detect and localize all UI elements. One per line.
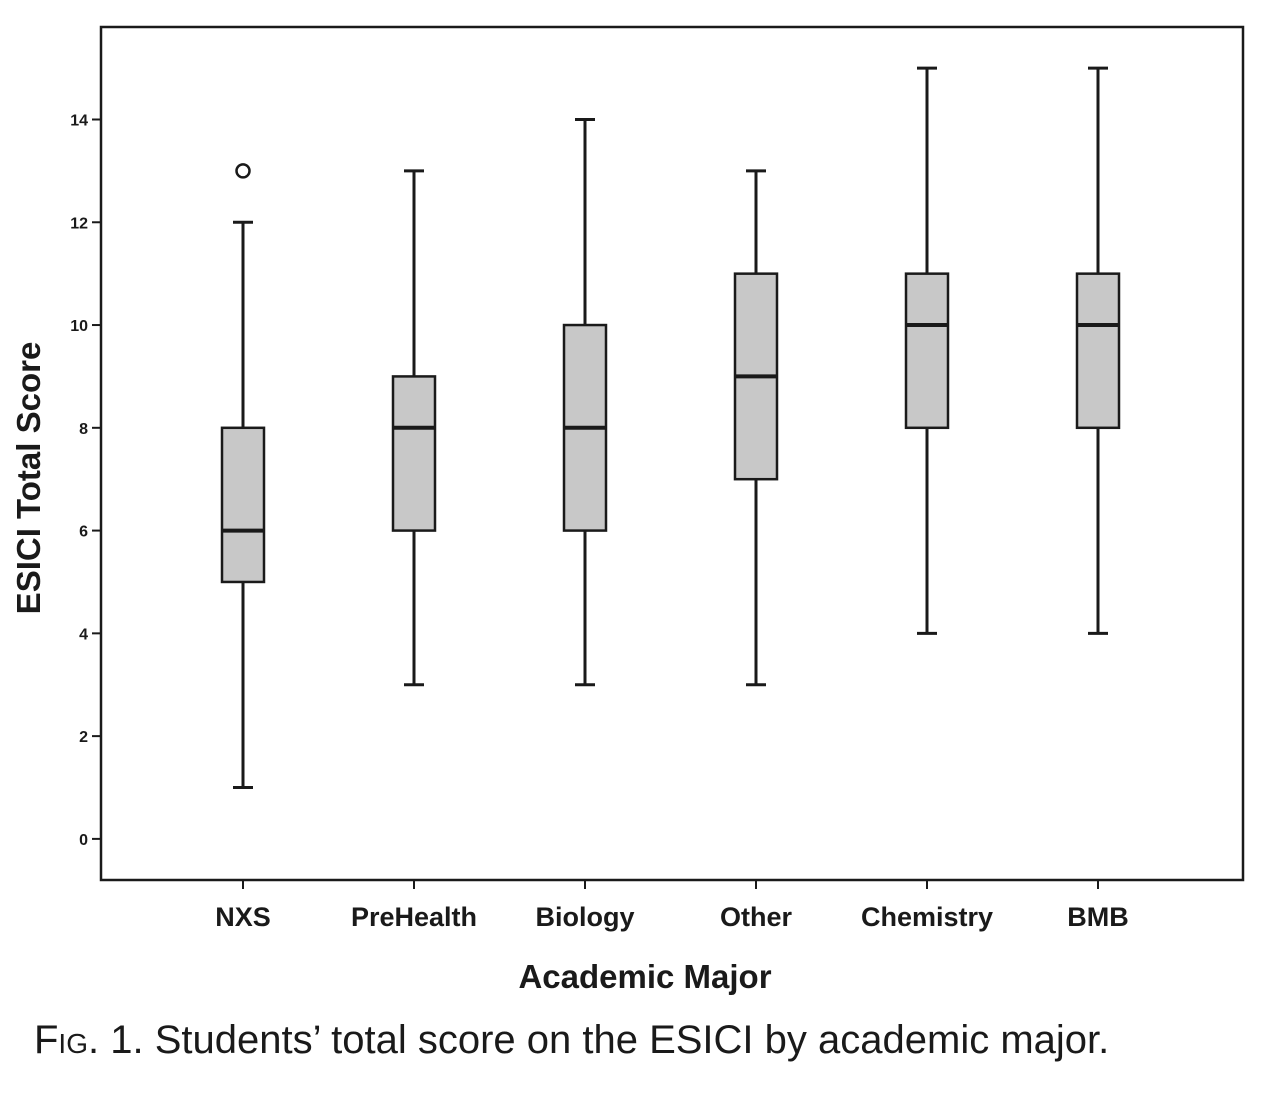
figure-caption-prefix: Fig. [34,1018,100,1062]
box-nxs [220,163,266,790]
box-other [733,169,779,687]
y-tick-label-4: 4 [79,626,88,643]
y-tick-label-10: 10 [70,318,88,335]
iqr-box-prehealth [391,375,437,532]
y-axis-title: ESICI Total Score [10,342,47,615]
box-biology [562,117,608,687]
figure-caption-text: 1. Students’ total score on the ESICI by… [99,1018,1110,1062]
box-prehealth [391,169,437,687]
x-axis-title: Academic Major [518,958,771,995]
iqr-box-nxs [220,426,266,584]
outlier-nxs-0 [235,163,251,179]
x-tick-label-other: Other [720,902,793,932]
figure-caption: Fig. 1. Students’ total score on the ESI… [34,1018,1109,1063]
x-tick-label-prehealth: PreHealth [351,902,477,932]
y-tick-label-2: 2 [79,729,88,746]
y-tick-label-0: 0 [79,832,88,849]
y-tick-label-12: 12 [70,215,88,232]
box-bmb [1075,66,1121,635]
box-chemistry [904,66,950,635]
boxes [220,66,1121,790]
x-tick-label-bmb: BMB [1067,902,1129,932]
iqr-box-bmb [1075,272,1121,430]
y-tick-label-6: 6 [79,524,88,541]
x-tick-label-nxs: NXS [215,902,271,932]
iqr-box-chemistry [904,272,950,430]
x-tick-label-biology: Biology [536,902,635,932]
x-tick-label-chemistry: Chemistry [861,902,993,932]
y-tick-label-14: 14 [70,112,88,129]
y-tick-label-8: 8 [79,421,88,438]
plot-frame [99,25,1245,882]
x-axis: NXS PreHealth Biology Other Chemistry BMB [215,880,1129,932]
y-axis: 0 2 4 6 8 10 12 14 [70,112,101,849]
